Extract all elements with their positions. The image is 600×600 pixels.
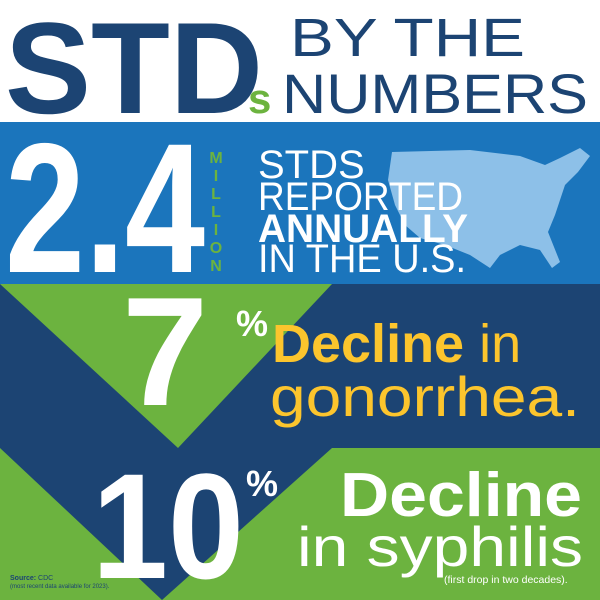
stat-line: in syphilis xyxy=(297,515,583,578)
stat-number: 7 xyxy=(122,265,208,438)
stat-number: 10 xyxy=(92,442,244,600)
triangle xyxy=(0,448,332,600)
stat-line: STDS xyxy=(258,143,365,187)
stat-rest: in xyxy=(464,314,521,374)
stat-line: REPORTED xyxy=(258,175,463,219)
stat-line: IN THE U.S. xyxy=(258,237,466,281)
stat-line: ANNUALLY xyxy=(258,207,468,251)
subtitle-line: NUMBERS xyxy=(282,62,588,125)
stat-line: gonorrhea. xyxy=(270,365,580,428)
title: STD xyxy=(5,0,263,141)
stat-line: Decline xyxy=(340,461,582,530)
subtitle-line: BY THE xyxy=(290,8,525,68)
stat-number: 2.4 xyxy=(5,106,205,312)
stat-percent: % xyxy=(246,463,278,504)
title-suffix: s xyxy=(248,75,271,122)
stat-line: Decline in xyxy=(272,314,521,374)
stat-bold: Decline xyxy=(272,314,464,374)
triangle xyxy=(0,284,332,448)
stat-percent: % xyxy=(236,303,268,344)
stat-note: (first drop in two decades). xyxy=(444,574,568,586)
source-note: (most recent data available for 2023). xyxy=(10,584,110,590)
header-band xyxy=(0,0,600,122)
source-text: CDC xyxy=(36,575,53,582)
stat-unit: MILLION xyxy=(208,150,225,276)
source: Source: CDC xyxy=(10,575,53,582)
us-map xyxy=(388,148,590,268)
source-label: Source: xyxy=(10,575,36,582)
